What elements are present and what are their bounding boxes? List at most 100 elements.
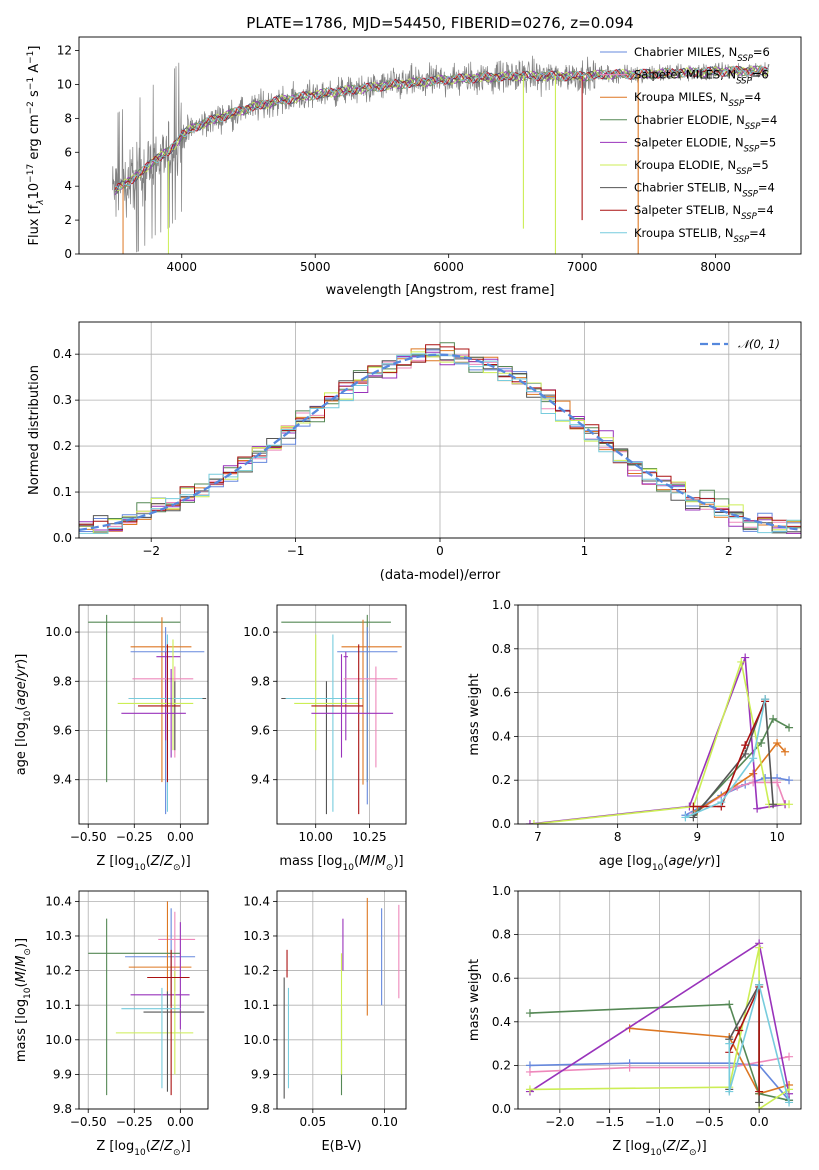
y-tick-label: 0.2 (492, 773, 511, 787)
plot-area (525, 939, 794, 1109)
y-tick-label: 0.0 (492, 817, 511, 831)
x-tick-label: 0 (436, 544, 444, 558)
y-tick-label: 0.8 (492, 642, 511, 656)
weight-marker-salpeter-stelib (741, 741, 750, 750)
label-part: M (14, 971, 29, 982)
panel-residuals: −2 −1 0 1 2 0.0 0.1 0.2 0.3 0.4 𝒩(0, 1) (data-model… (27, 321, 802, 583)
legend-sub: SSP (729, 99, 745, 109)
label-sub: ⊙ (173, 863, 181, 873)
label-part: Z [log (96, 854, 134, 869)
weight-line-kroupa-stelib (728, 981, 790, 1103)
weight-marker-kroupa-elodie (529, 820, 538, 824)
model-kroupa-elodie (114, 66, 769, 192)
label-part: )] (181, 1139, 191, 1154)
label-sub: 10 (650, 1148, 662, 1158)
y-tick-label: 0.4 (492, 729, 511, 743)
weight-marker-kroupa-stelib (749, 754, 758, 763)
label-part: ] (27, 46, 42, 51)
weight-marker-kroupa-stelib (725, 1087, 734, 1096)
plot-area (525, 653, 794, 824)
weight-marker-chabrier-elodie (785, 723, 794, 732)
y-tick-label: 0.0 (492, 1102, 511, 1116)
y-tick-label: 0.4 (53, 347, 72, 361)
legend-sub: SSP (741, 212, 757, 222)
y-tick-label: 10.3 (243, 929, 270, 943)
label-sub: 10 (134, 863, 146, 873)
x-axis-label: E(B-V) (321, 1139, 361, 1154)
y-axis-label: mass [log10(M/M⊙)] (14, 938, 33, 1062)
label-part: s (27, 90, 42, 101)
legend-tail: =4 (758, 181, 775, 195)
weight-line-salpeter-stelib (693, 701, 766, 808)
weight-marker-kroupa-stelib (785, 1098, 794, 1107)
label-part: / (693, 854, 698, 869)
legend-sub: SSP (736, 77, 752, 87)
y-tick-label: 10.1 (243, 998, 270, 1012)
plot-area (88, 614, 207, 815)
label-part: age [log (14, 722, 29, 775)
y-tick-label: 6 (64, 145, 72, 159)
y-tick-label: 2 (64, 213, 72, 227)
label-part: ( (14, 982, 29, 987)
y-tick-label: 12 (57, 44, 72, 58)
observed-spectrum (112, 55, 770, 253)
y-tick-label: 10.4 (243, 894, 270, 908)
weight-marker-salpeter-miles (785, 1052, 794, 1061)
axes-frame (78, 321, 802, 539)
label-sub: 10 (134, 1148, 146, 1158)
x-axis-label: wavelength [Angstrom, rest frame] (326, 283, 555, 298)
weight-marker-salpeter-stelib (735, 1026, 744, 1035)
weight-marker-salpeter-elodie (741, 653, 750, 662)
label-sub: ⊙ (173, 1148, 181, 1158)
x-tick-label: 10 (769, 830, 784, 844)
figure-title: PLATE=1786, MJD=54450, FIBERID=0276, z=0… (246, 14, 633, 32)
label-sub: ⊙ (386, 863, 394, 873)
legend-sub: SSP (745, 122, 761, 132)
label-part: age (668, 854, 692, 869)
x-tick-label: −0.50 (70, 830, 107, 844)
y-tick-label: 8 (64, 111, 72, 125)
y-tick-label: 10.0 (45, 625, 72, 639)
label-part: ( (146, 854, 151, 869)
label-part: / (160, 854, 165, 869)
weight-marker-chabrier-elodie (725, 1000, 734, 1009)
y-tick-label: 0.1 (53, 485, 72, 499)
y-tick-label: 10.1 (45, 998, 72, 1012)
x-axis-label: mass [log10(M/M⊙)] (279, 854, 403, 873)
y-tick-label: 10.0 (45, 1033, 72, 1047)
legend-tail: =5 (752, 158, 769, 172)
label-part: Z (150, 1139, 161, 1154)
label-part: Z (666, 1139, 677, 1154)
x-tick-label: 10.25 (352, 830, 386, 844)
panel-mass-vs-Z: −0.50 −0.25 0.00 9.8 9.9 10.0 10.1 10.2 10.3 10.4… (14, 890, 209, 1158)
y-tick-label: 10.2 (45, 964, 72, 978)
plot-area (283, 897, 400, 1099)
y-tick-label: 0.6 (492, 971, 511, 985)
x-tick-label: 0.00 (167, 830, 194, 844)
legend-entry-kroupa-elodie: Kroupa ELODIE, NSSP=5 (634, 158, 769, 177)
x-tick-label: −0.50 (70, 1115, 107, 1129)
x-tick-label: 8 (614, 830, 622, 844)
y-tick-label: 10.0 (243, 1033, 270, 1047)
label-sub: λ (36, 199, 46, 205)
x-tick-label: −2 (142, 544, 160, 558)
x-tick-label: −2.0 (545, 1115, 574, 1129)
label-part: M (375, 854, 386, 869)
label-part: )] (393, 854, 403, 869)
weight-marker-kroupa-stelib (717, 798, 726, 807)
axes-frame (78, 604, 209, 825)
weight-marker-kroupa-miles (749, 769, 758, 778)
legend-base: Salpeter MILES, N (634, 68, 736, 82)
label-part: ( (14, 706, 29, 711)
y-tick-label: 9.9 (251, 1067, 270, 1081)
x-tick-label: −1 (287, 544, 305, 558)
label-part: )] (181, 854, 191, 869)
panel-mass-vs-EBV: 0.05 0.10 9.8 9.9 10.0 10.1 10.2 10.3 10.4 E(B-V) (243, 890, 407, 1154)
label-part: mass [log (14, 999, 29, 1062)
label-part: / (14, 966, 29, 971)
x-axis-label: Z [log10(Z/Z⊙)] (612, 1139, 706, 1158)
legend-base: Salpeter STELIB, N (634, 203, 741, 217)
axes-frame (276, 604, 407, 825)
x-axis-label: Z [log10(Z/Z⊙)] (96, 1139, 190, 1158)
